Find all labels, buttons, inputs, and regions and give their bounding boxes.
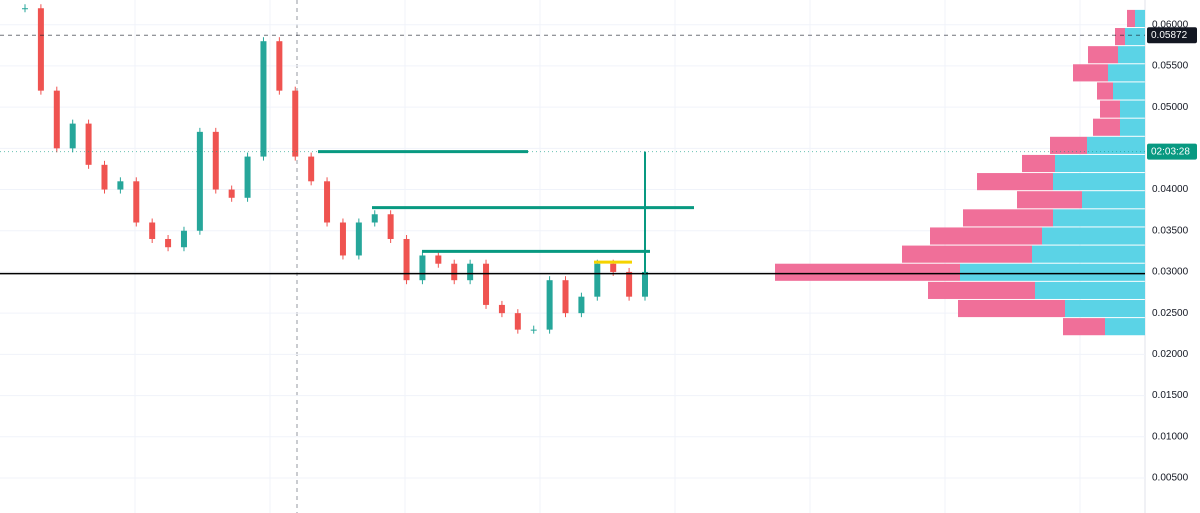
profile-buy (1105, 318, 1145, 336)
profile-sell (928, 281, 1035, 299)
candle (149, 222, 156, 239)
profile-buy (1082, 191, 1145, 209)
candle (101, 164, 108, 190)
y-tick-label: 0.03500 (1152, 225, 1189, 236)
candle (626, 271, 633, 297)
profile-sell (1088, 46, 1118, 64)
candle (435, 255, 442, 264)
candle (228, 189, 235, 198)
y-tick-label: 0.01500 (1152, 390, 1189, 401)
candle (451, 263, 458, 281)
y-tick-label: 0.02000 (1152, 349, 1189, 360)
profile-buy (1108, 64, 1145, 82)
profile-sell (1127, 9, 1135, 28)
candle (387, 214, 394, 239)
candle (467, 263, 474, 281)
candle (546, 280, 553, 330)
profile-sell (1100, 100, 1120, 118)
candle (594, 263, 601, 297)
profile-sell (1093, 118, 1120, 136)
price-marker-label: 0.05872 (1151, 30, 1188, 41)
profile-buy (1035, 281, 1145, 299)
profile-sell (1097, 82, 1113, 100)
candle (260, 41, 267, 157)
candle (483, 263, 490, 305)
candle (642, 271, 648, 297)
profile-sell (958, 299, 1065, 318)
y-tick-label: 0.05500 (1152, 61, 1189, 72)
candle (514, 313, 521, 330)
profile-sell (1050, 136, 1087, 154)
candle (69, 123, 76, 149)
y-tick-label: 0.00500 (1152, 473, 1189, 484)
candle (196, 131, 203, 231)
candle (22, 8, 28, 10)
candle (371, 214, 378, 223)
y-tick-label: 0.04000 (1152, 184, 1189, 195)
candle (133, 181, 140, 223)
candle (292, 90, 299, 157)
profile-buy (1113, 82, 1145, 100)
profile-sell (930, 227, 1042, 245)
candle (530, 329, 537, 331)
profile-buy (1053, 209, 1145, 227)
profile-buy (1042, 227, 1145, 245)
candle (498, 304, 505, 314)
profile-buy (1065, 299, 1145, 318)
profile-buy (1120, 118, 1145, 136)
candle (212, 131, 219, 190)
candle (403, 238, 410, 281)
profile-buy (1087, 136, 1145, 154)
profile-buy (1135, 9, 1145, 28)
profile-buy (1055, 154, 1145, 173)
y-tick-label: 0.06000 (1152, 19, 1189, 30)
candle (562, 280, 569, 314)
profile-buy (1120, 100, 1145, 118)
price-marker-label: 02:03:28 (1151, 146, 1190, 157)
candle (117, 181, 124, 190)
y-tick-label: 0.05000 (1152, 102, 1189, 113)
profile-buy (1125, 28, 1145, 46)
candle (419, 255, 426, 281)
profile-sell (1022, 154, 1055, 173)
profile-sell (977, 173, 1053, 191)
profile-sell (1063, 318, 1105, 336)
profile-buy (1053, 173, 1145, 191)
candle (308, 156, 315, 182)
profile-sell (1115, 28, 1125, 46)
candle (578, 296, 585, 314)
profile-buy (1032, 245, 1145, 263)
candle (37, 8, 44, 91)
candle (165, 238, 172, 248)
profile-buy (960, 263, 1145, 281)
candle (244, 156, 251, 198)
candle (610, 263, 617, 272)
candle (85, 123, 92, 165)
profile-sell (963, 209, 1053, 227)
y-tick-label: 0.03000 (1152, 267, 1189, 278)
candle (53, 90, 60, 149)
profile-sell (1017, 191, 1082, 209)
profile-sell (902, 245, 1032, 263)
candle (339, 222, 346, 256)
candle (355, 222, 362, 256)
price-marker-box (1147, 143, 1197, 160)
price-marker-box (1147, 27, 1197, 44)
y-tick-label: 0.02500 (1152, 308, 1189, 319)
candle (180, 230, 187, 248)
profile-sell (775, 263, 960, 281)
candle (324, 181, 331, 223)
candle (276, 41, 283, 91)
y-tick-label: 0.01000 (1152, 431, 1189, 442)
profile-buy (1118, 46, 1145, 64)
profile-sell (1073, 64, 1108, 82)
